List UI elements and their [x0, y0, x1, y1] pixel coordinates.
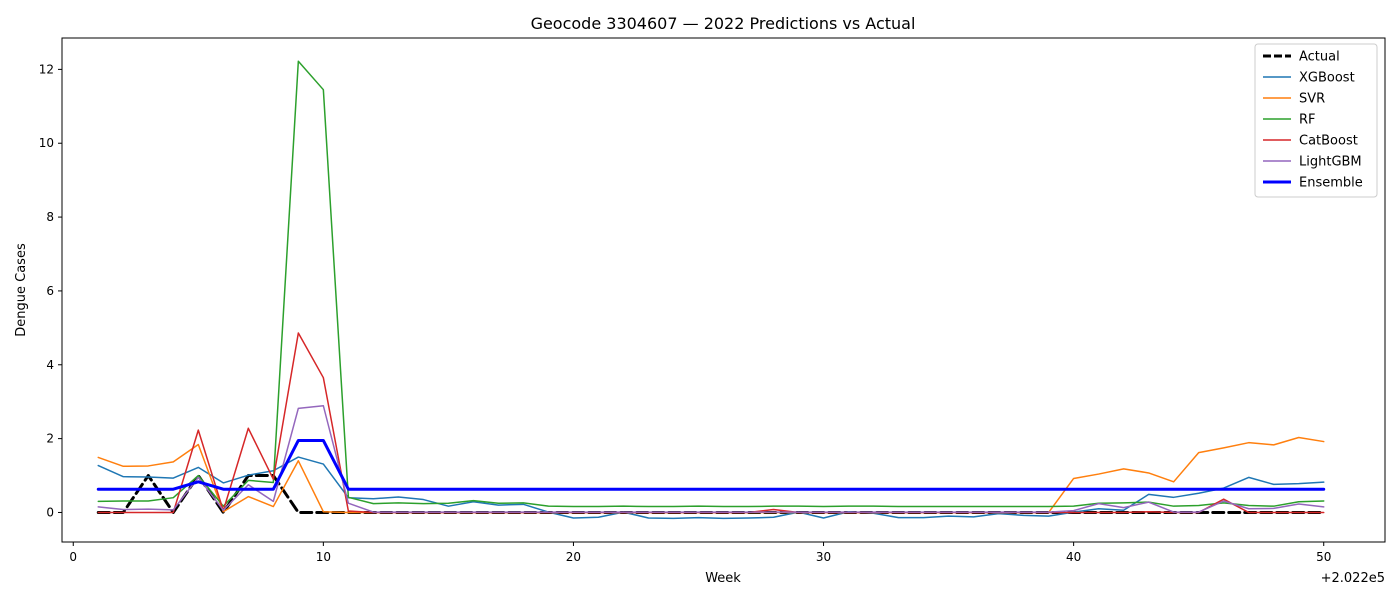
y-tick-label: 10 [39, 136, 54, 150]
x-axis-label: Week [705, 571, 741, 586]
legend-label: XGBoost [1299, 71, 1355, 86]
plot-series [96, 60, 1326, 520]
legend-label: Actual [1299, 50, 1340, 65]
y-tick-label: 2 [46, 432, 54, 446]
legend-label: LightGBM [1299, 155, 1362, 170]
x-tick-label: 10 [316, 550, 331, 564]
x-tick-label: 50 [1316, 550, 1331, 564]
plot-frame [61, 37, 1386, 543]
y-axis-ticks: 0 2 4 6 8 10 12 [39, 62, 62, 519]
x-tick-label: 20 [566, 550, 581, 564]
legend-box [1254, 43, 1378, 198]
y-tick-label: 6 [46, 284, 54, 298]
y-tick-label: 4 [46, 358, 54, 372]
series-line-rf [97, 60, 1325, 508]
x-tick-label: 30 [816, 550, 831, 564]
chart-title: Geocode 3304607 — 2022 Predictions vs Ac… [531, 14, 916, 33]
x-axis-ticks: 0 10 20 30 40 50 [69, 542, 1331, 564]
y-tick-label: 0 [46, 505, 54, 519]
x-tick-label: 40 [1066, 550, 1081, 564]
legend-label: RF [1299, 113, 1316, 128]
legend-label: Ensemble [1299, 176, 1363, 191]
y-tick-label: 8 [46, 210, 54, 224]
legend-label: SVR [1299, 92, 1325, 107]
x-tick-label: 0 [69, 550, 77, 564]
legend: Actual XGBoost SVR RF CatBoost LightGBM Ensemb… [1254, 43, 1378, 198]
series-line-ensemble [96, 438, 1326, 491]
legend-label: CatBoost [1299, 134, 1358, 149]
series-line-catboost [97, 332, 1325, 514]
series-line-xgboost [97, 456, 1325, 520]
x-axis-offset-label: +2.022e5 [1321, 571, 1385, 586]
y-axis-label: Dengue Cases [14, 243, 29, 337]
series-line-lightgbm [97, 405, 1325, 513]
y-tick-label: 12 [39, 62, 54, 76]
